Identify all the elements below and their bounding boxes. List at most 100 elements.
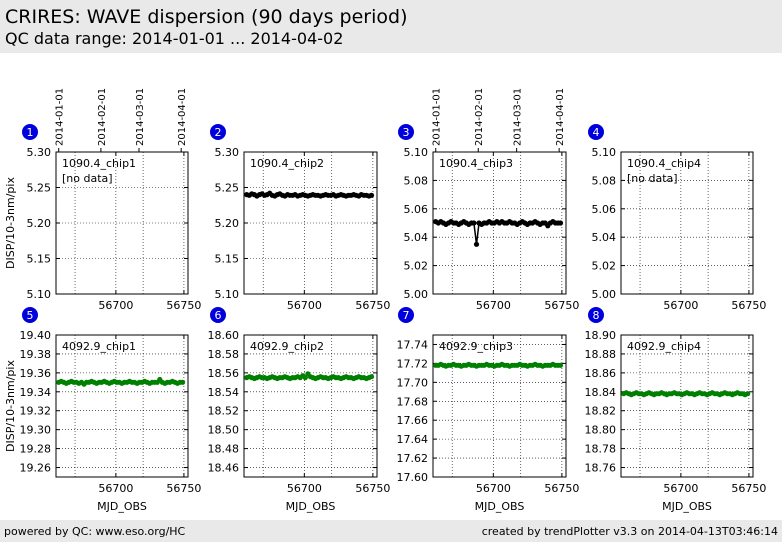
series-label: 1090.4_chip2 xyxy=(250,157,324,170)
y-tick-label: 18.52 xyxy=(208,405,240,418)
plot-panel-8: 18.90 18.88 18.86 18.84 18.82 18.80 18.78 18.76… xyxy=(585,307,766,513)
x-tick-label: 56750 xyxy=(355,482,390,495)
data-point xyxy=(302,375,308,381)
y-tick-label: 5.08 xyxy=(404,174,429,187)
panel-badge-number: 3 xyxy=(403,126,410,139)
x-tick-label: 56700 xyxy=(663,299,698,312)
y-tick-label: 5.00 xyxy=(404,288,429,301)
y-tick-label: 5.30 xyxy=(215,146,240,159)
date-tick-label: 2014-04-01 xyxy=(555,88,566,146)
y-tick-label: 5.08 xyxy=(592,174,617,187)
plot-frame xyxy=(55,334,189,478)
y-tick-label: 5.10 xyxy=(27,288,52,301)
y-tick-label: 18.78 xyxy=(585,443,617,456)
y-tick-label: 5.02 xyxy=(592,260,617,273)
data-point xyxy=(745,391,751,397)
y-tick-label: 18.84 xyxy=(585,386,617,399)
panel-badge-number: 7 xyxy=(403,309,410,322)
y-tick-label: 19.32 xyxy=(20,405,52,418)
plot-panel-4: 5.10 5.08 5.06 5.04 5.02 5.00 56700 56750 1090.4… xyxy=(588,124,766,312)
y-tick-label: 18.86 xyxy=(585,367,617,380)
series-label: 4092.9_chip1 xyxy=(62,340,136,353)
x-tick-label: 56700 xyxy=(476,299,511,312)
panel-badge xyxy=(398,124,414,140)
y-tick-label: 5.10 xyxy=(404,146,429,159)
y-tick-label: 5.10 xyxy=(592,146,617,159)
x-tick-label: 56700 xyxy=(287,482,322,495)
footer-bar: powered by QC: www.eso.org/HC created by… xyxy=(0,520,782,542)
x-tick-label: 56700 xyxy=(476,482,511,495)
no-data-note: [no data] xyxy=(62,172,113,185)
plot-panel-6: 18.60 18.58 18.56 18.54 18.52 18.50 18.48 18.46… xyxy=(208,307,390,513)
y-tick-label: 5.06 xyxy=(592,203,617,216)
plot-frame xyxy=(620,151,754,295)
x-axis-label: MJD_OBS xyxy=(97,500,147,513)
page-subtitle: QC data range: 2014-01-01 ... 2014-04-02 xyxy=(5,29,344,48)
panel-badge-number: 1 xyxy=(27,126,34,139)
panel-badge xyxy=(398,307,414,323)
x-tick-label: 56700 xyxy=(98,299,133,312)
y-tick-label: 5.20 xyxy=(27,217,52,230)
y-tick-label: 5.10 xyxy=(215,288,240,301)
y-tick-label: 18.90 xyxy=(585,329,617,342)
x-tick-label: 56750 xyxy=(544,299,579,312)
series-label: 1090.4_chip3 xyxy=(439,157,513,170)
y-tick-label: 5.04 xyxy=(592,231,617,244)
panel-badge-number: 4 xyxy=(593,126,600,139)
footer-created: created by trendPlotter v3.3 on 2014-04-… xyxy=(481,525,778,538)
y-tick-label: 19.40 xyxy=(20,329,52,342)
panel-badge-number: 5 xyxy=(27,309,34,322)
panel-badge xyxy=(22,307,38,323)
date-tick-label: 2014-02-01 xyxy=(474,88,485,146)
plot-panel-5: 19.40 19.38 19.36 19.34 19.32 19.30 19.28 19.26… xyxy=(4,307,201,513)
y-tick-label: 18.54 xyxy=(208,386,240,399)
y-tick-label: 5.30 xyxy=(27,146,52,159)
plot-grid: 5.30 5.25 5.20 5.15 5.10 56700 56750 2014-01-01… xyxy=(4,88,766,513)
x-axis-label: MJD_OBS xyxy=(475,500,525,513)
panel-badge-number: 2 xyxy=(215,126,222,139)
plot-panel-2: 5.30 5.25 5.20 5.15 5.10 56700 56750 1090.4_chi… xyxy=(210,124,390,312)
y-tick-label: 5.02 xyxy=(404,260,429,273)
panel-badge xyxy=(210,307,226,323)
y-tick-label: 19.26 xyxy=(20,462,52,475)
y-tick-label: 18.46 xyxy=(208,462,240,475)
plot-frame xyxy=(432,334,567,478)
y-tick-label: 5.15 xyxy=(215,253,240,266)
y-tick-label: 17.62 xyxy=(397,452,429,465)
y-tick-label: 5.25 xyxy=(27,182,52,195)
y-tick-label: 18.82 xyxy=(585,405,617,418)
series-label: 1090.4_chip4 xyxy=(627,157,701,170)
y-tick-label: 17.72 xyxy=(397,357,429,370)
y-tick-label: 19.30 xyxy=(20,424,52,437)
date-tick-label: 2014-03-01 xyxy=(135,88,146,146)
panel-badge xyxy=(588,124,604,140)
y-tick-label: 18.58 xyxy=(208,348,240,361)
panel-badge xyxy=(22,124,38,140)
x-axis-label: MJD_OBS xyxy=(286,500,336,513)
y-tick-label: 19.28 xyxy=(20,443,52,456)
y-tick-label: 18.76 xyxy=(585,462,617,475)
plot-panel-7: 17.74 17.72 17.70 17.68 17.66 17.64 17.62 17.60… xyxy=(397,307,579,513)
y-tick-label: 5.00 xyxy=(592,288,617,301)
panel-badge-number: 6 xyxy=(215,309,222,322)
panel-badge xyxy=(588,307,604,323)
y-tick-label: 5.25 xyxy=(215,182,240,195)
date-tick-label: 2014-01-01 xyxy=(55,88,66,146)
y-tick-label: 18.56 xyxy=(208,367,240,380)
x-tick-label: 56750 xyxy=(731,299,766,312)
data-point xyxy=(557,220,564,226)
x-tick-label: 56750 xyxy=(355,299,390,312)
y-tick-label: 17.70 xyxy=(397,376,429,389)
data-point xyxy=(368,192,375,198)
footer-credit: powered by QC: www.eso.org/HC xyxy=(4,525,186,538)
series-label: 4092.9_chip4 xyxy=(627,340,701,353)
series-label: 4092.9_chip3 xyxy=(439,340,513,353)
y-tick-label: 17.60 xyxy=(397,471,429,484)
x-tick-label: 56700 xyxy=(287,299,322,312)
y-tick-label: 19.38 xyxy=(20,348,52,361)
x-tick-label: 56700 xyxy=(663,482,698,495)
y-tick-label: 18.60 xyxy=(208,329,240,342)
x-tick-label: 56750 xyxy=(166,299,201,312)
y-tick-label: 17.68 xyxy=(397,395,429,408)
data-point xyxy=(557,362,564,368)
